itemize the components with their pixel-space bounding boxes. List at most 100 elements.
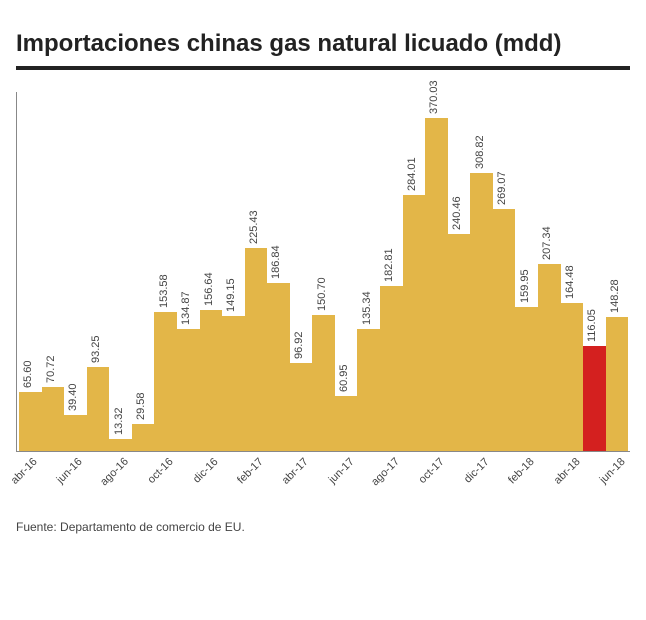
bar-slot: 116.05 [583, 346, 606, 450]
bar-slot: 29.58 [132, 424, 155, 451]
x-tick-slot: jun-17 [334, 452, 357, 496]
bar-value-label: 148.28 [609, 280, 621, 314]
bar-value-label: 269.07 [496, 171, 508, 205]
bar-slot: 93.25 [87, 367, 110, 451]
bar: 159.95 [515, 307, 538, 451]
bar: 93.25 [87, 367, 110, 451]
x-tick-label: abr-16 [9, 455, 40, 486]
x-tick-slot: abr-17 [289, 452, 312, 496]
bar: 308.82 [470, 173, 493, 451]
x-tick-slot: abr-16 [18, 452, 41, 496]
bar: 240.46 [448, 234, 471, 450]
bar-slot: 13.32 [109, 439, 132, 451]
bar-value-label: 159.95 [519, 269, 531, 303]
bar: 186.84 [267, 283, 290, 451]
bar-value-label: 13.32 [113, 407, 125, 435]
x-tick-slot: jun-18 [605, 452, 628, 496]
x-tick-slot: oct-16 [154, 452, 177, 496]
bar-slot: 135.34 [357, 329, 380, 451]
bar-value-label: 186.84 [270, 245, 282, 279]
bar-slot: 134.87 [177, 329, 200, 450]
x-axis: abr-16 jun-16 ago-16 oct-16 dic-16 feb-17 abr-… [16, 452, 630, 496]
bar-slot: 284.01 [403, 195, 426, 451]
bar-value-label: 134.87 [180, 292, 192, 326]
bar: 13.32 [109, 439, 132, 451]
bar-value-label: 65.60 [22, 360, 34, 388]
bar-value-label: 93.25 [90, 335, 102, 363]
bar: 135.34 [357, 329, 380, 451]
bar-slot: 370.03 [425, 118, 448, 451]
bar: 150.70 [312, 315, 335, 451]
bar: 134.87 [177, 329, 200, 450]
x-tick-slot: feb-17 [244, 452, 267, 496]
bar-slot: 153.58 [154, 312, 177, 450]
bar-value-label: 96.92 [293, 332, 305, 360]
bar: 156.64 [200, 310, 223, 451]
bar-slot: 148.28 [606, 317, 629, 450]
bar-slot: 39.40 [64, 415, 87, 450]
bar-slot: 60.95 [335, 396, 358, 451]
bar: 116.05 [583, 346, 606, 450]
bar: 182.81 [380, 286, 403, 451]
bar-slot: 150.70 [312, 315, 335, 451]
bar: 370.03 [425, 118, 448, 451]
bar: 39.40 [64, 415, 87, 450]
bar-value-label: 149.15 [225, 279, 237, 313]
bar-slot: 186.84 [267, 283, 290, 451]
bar-value-label: 240.46 [451, 197, 463, 231]
x-tick-slot: ago-16 [108, 452, 131, 496]
bar: 164.48 [561, 303, 584, 451]
x-tick-slot: jun-16 [63, 452, 86, 496]
x-tick-slot: ago-17 [380, 452, 403, 496]
chart-container: 65.6070.7239.4093.2513.3229.58153.58134.… [16, 92, 630, 496]
bar: 60.95 [335, 396, 358, 451]
x-tick-slot: dic-17 [470, 452, 493, 496]
bar: 70.72 [42, 387, 65, 451]
bar-value-label: 29.58 [135, 393, 147, 421]
bar-slot: 269.07 [493, 209, 516, 451]
bar: 149.15 [222, 316, 245, 450]
bar: 29.58 [132, 424, 155, 451]
bar-value-label: 70.72 [45, 356, 57, 384]
bar-slot: 96.92 [290, 363, 313, 450]
bar-value-label: 39.40 [67, 384, 79, 412]
bar: 225.43 [245, 248, 268, 451]
x-tick-slot: feb-18 [515, 452, 538, 496]
bar-slot: 240.46 [448, 234, 471, 450]
source-text: Fuente: Departamento de comercio de EU. [16, 520, 630, 534]
plot-area: 65.6070.7239.4093.2513.3229.58153.58134.… [16, 92, 630, 452]
bar-value-label: 135.34 [361, 291, 373, 325]
bar-value-label: 207.34 [541, 226, 553, 260]
bar-value-label: 182.81 [383, 249, 395, 283]
bar-slot: 164.48 [561, 303, 584, 451]
bar-value-label: 370.03 [428, 80, 440, 114]
bar: 269.07 [493, 209, 516, 451]
bar-slot: 149.15 [222, 316, 245, 450]
bar-value-label: 153.58 [158, 275, 170, 309]
x-tick-slot: oct-17 [425, 452, 448, 496]
bar-value-label: 150.70 [316, 277, 328, 311]
bar: 284.01 [403, 195, 426, 451]
x-tick-slot: dic-16 [199, 452, 222, 496]
bar-value-label: 225.43 [248, 210, 260, 244]
chart-title: Importaciones chinas gas natural licuado… [16, 30, 630, 58]
bar: 148.28 [606, 317, 629, 450]
bar-slot: 65.60 [19, 392, 42, 451]
bar-value-label: 284.01 [406, 157, 418, 191]
x-tick-slot: abr-18 [560, 452, 583, 496]
bar-value-label: 308.82 [474, 135, 486, 169]
bar-value-label: 116.05 [586, 309, 598, 342]
title-rule [16, 66, 630, 70]
bar-slot: 182.81 [380, 286, 403, 451]
bar-value-label: 60.95 [338, 364, 350, 392]
bar-value-label: 164.48 [564, 265, 576, 299]
bar-value-label: 156.64 [203, 272, 215, 306]
bar-slot: 225.43 [245, 248, 268, 451]
bar-slot: 207.34 [538, 264, 561, 451]
bar: 96.92 [290, 363, 313, 450]
bar: 207.34 [538, 264, 561, 451]
bar-slot: 159.95 [515, 307, 538, 451]
bar-slot: 70.72 [42, 387, 65, 451]
bar-slot: 308.82 [470, 173, 493, 451]
bar: 65.60 [19, 392, 42, 451]
